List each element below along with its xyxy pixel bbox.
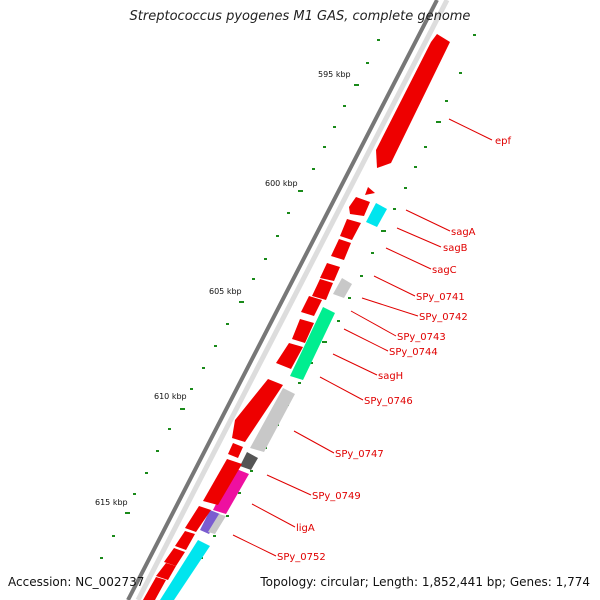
- gene-cyan-2: [160, 540, 210, 600]
- gene-label-SPy_0742: SPy_0742: [419, 312, 468, 323]
- gene-leader-lines: [232, 118, 493, 557]
- gene-label-SPy_0749: SPy_0749: [312, 491, 361, 502]
- gene-darkgray-1: [240, 452, 258, 470]
- gene-label-SPy_0743: SPy_0743: [397, 332, 446, 343]
- scale-label-595: 595 kbp: [318, 70, 351, 79]
- gene-gray-3: [208, 514, 226, 534]
- gene-label-SPy_0747: SPy_0747: [335, 449, 384, 460]
- gene-label-sagA: sagA: [451, 227, 476, 238]
- gene-green-1: [290, 307, 335, 380]
- scale-label-600: 600 kbp: [265, 179, 298, 188]
- gene-label-sagB: sagB: [443, 243, 468, 254]
- scale-label-605: 605 kbp: [209, 287, 242, 296]
- inner-tick-row: [100, 39, 380, 559]
- backbone-outer: [135, 0, 450, 600]
- gene-purple-1: [200, 510, 220, 534]
- accession-label: Accession: NC_002737: [8, 575, 145, 589]
- gene-label-sagH: sagH: [378, 371, 403, 382]
- forward-strand-genes: [160, 34, 450, 600]
- gene-epf: [376, 34, 450, 168]
- gene-label-SPy_0752: SPy_0752: [277, 552, 326, 563]
- genome-summary: Topology: circular; Length: 1,852,441 bp…: [260, 575, 590, 589]
- map-title: Streptococcus pyogenes M1 GAS, complete …: [129, 9, 471, 24]
- gene-label-ligA: ligA: [296, 523, 315, 534]
- reverse-strand-genes: [143, 197, 370, 600]
- gene-label-SPy_0744: SPy_0744: [389, 347, 438, 358]
- gene-gray-2: [250, 388, 295, 452]
- scale-label-610: 610 kbp: [154, 392, 187, 401]
- gene-sagA-arrow: [365, 187, 375, 195]
- gene-cyan-1: [366, 203, 387, 227]
- gene-label-SPy_0746: SPy_0746: [364, 396, 413, 407]
- gene-gray-1: [333, 278, 352, 298]
- gene-magenta-1: [213, 468, 249, 514]
- gene-label-sagC: sagC: [432, 265, 457, 276]
- backbone-shadow: [126, 0, 439, 600]
- gene-label-epf: epf: [495, 136, 512, 147]
- gene-label-SPy_0741: SPy_0741: [416, 292, 465, 303]
- scale-label-615: 615 kbp: [95, 498, 128, 507]
